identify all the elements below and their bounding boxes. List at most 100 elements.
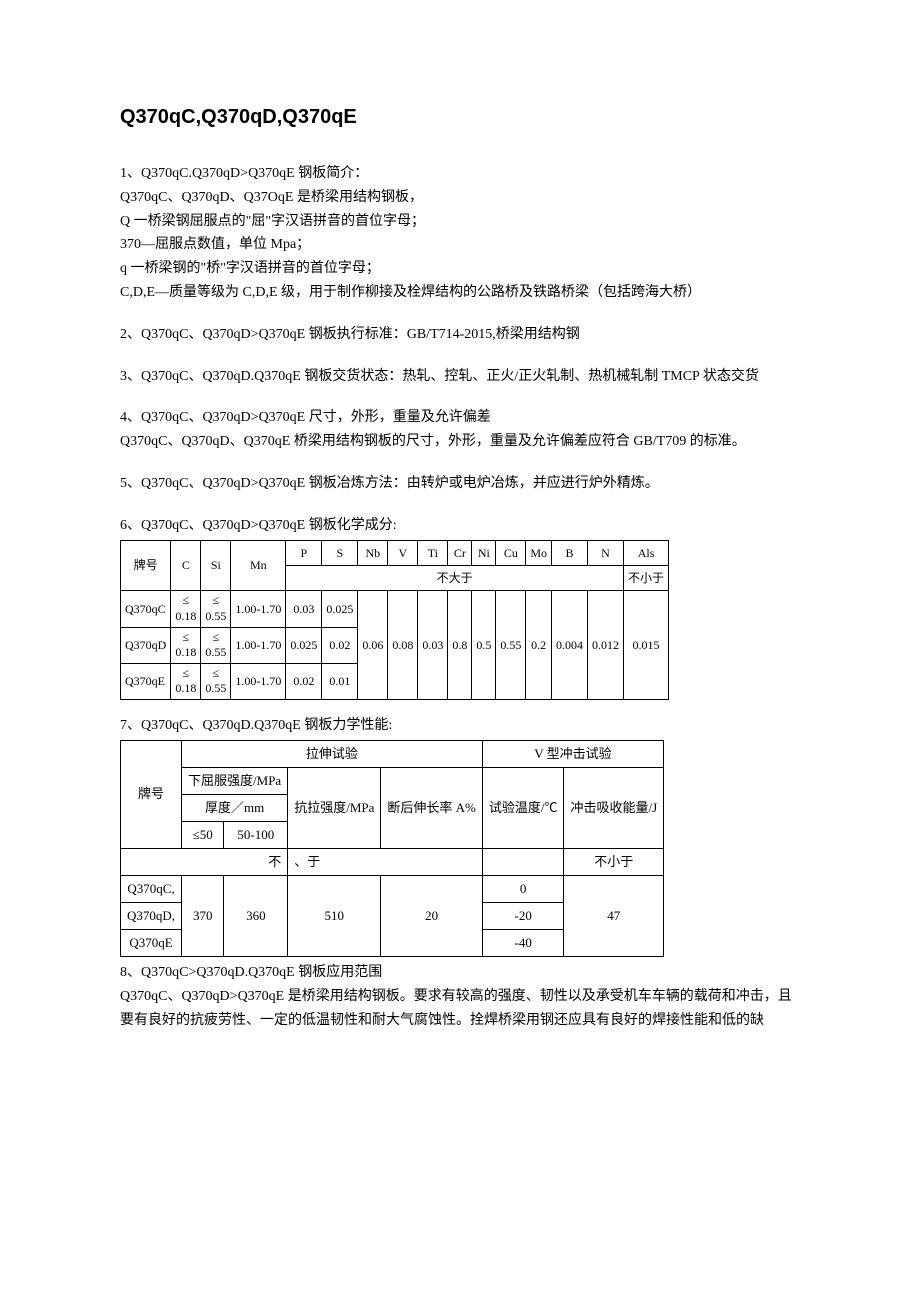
chem-mn-0: 1.00-1.70	[231, 591, 286, 627]
chem-b: 0.004	[552, 591, 588, 700]
mech-grade-3: Q370qE	[121, 930, 182, 957]
chem-si-top-2: ≤	[213, 666, 220, 680]
section-5: 5、Q370qC、Q370qD>Q370qE 钢板冶炼方法：由转炉或电炉冶炼，并…	[120, 472, 800, 496]
chem-cu: 0.55	[496, 591, 526, 700]
mech-header-temp: 试验温度/℃	[482, 767, 564, 848]
page-title: Q370qC,Q370qD,Q370qE	[120, 100, 800, 134]
chem-v: 0.08	[388, 591, 418, 700]
chem-si-bot-2: 0.55	[205, 681, 226, 695]
mech-en: 47	[564, 876, 664, 957]
chem-header-c: C	[171, 540, 201, 591]
mech-header-50-100: 50-100	[224, 821, 288, 848]
chem-header-cr: Cr	[448, 540, 472, 565]
mech-not-l: 不	[121, 849, 288, 876]
chem-grade-0: Q370qC	[121, 591, 171, 627]
mech-header-energy: 冲击吸收能量/J	[564, 767, 664, 848]
chem-not-less: 不小于	[624, 565, 669, 590]
chem-s-0: 0.025	[322, 591, 358, 627]
chem-s-1: 0.02	[322, 627, 358, 663]
chem-si-2: ≤0.55	[201, 663, 231, 699]
section-4-line-1: Q370qC、Q370qD、Q370qE 桥梁用结构钢板的尺寸，外形，重量及允许…	[120, 430, 800, 454]
chem-c-top-1: ≤	[183, 630, 190, 644]
section-1-line-5: C,D,E—质量等级为 C,D,E 级，用于制作柳接及栓焊结构的公路桥及铁路桥梁…	[120, 281, 800, 305]
section-7-head: 7、Q370qC、Q370qD.Q370qE 钢板力学性能:	[120, 714, 800, 738]
mech-header-le50: ≤50	[182, 821, 224, 848]
mech-header-tensile: 拉伸试验	[182, 740, 483, 767]
mechanical-properties-table: 牌号 拉伸试验 V 型冲击试验 下屈服强度/MPa 抗拉强度/MPa 断后伸长率…	[120, 740, 664, 958]
section-4: 4、Q370qC、Q370qD>Q370qE 尺寸，外形，重量及允许偏差 Q37…	[120, 406, 800, 454]
chem-mn-1: 1.00-1.70	[231, 627, 286, 663]
section-1-line-3: 370—屈服点数值，单位 Mpa；	[120, 233, 800, 257]
chem-mn-2: 1.00-1.70	[231, 663, 286, 699]
chem-header-mo: Mo	[526, 540, 552, 565]
chem-c-1: ≤0.18	[171, 627, 201, 663]
chem-header-ti: Ti	[418, 540, 448, 565]
chem-header-cu: Cu	[496, 540, 526, 565]
mech-not-less: 不小于	[564, 849, 664, 876]
section-8-line-1: Q370qC、Q370qD>Q370qE 是桥梁用结构钢板。要求有较高的强度、韧…	[120, 985, 800, 1033]
chemical-composition-table: 牌号 C Si Mn P S Nb V Ti Cr Ni Cu Mo B N A…	[120, 540, 669, 700]
section-2: 2、Q370qC、Q370qD>Q370qE 钢板执行标准：GB/T714-20…	[120, 323, 800, 347]
chem-header-n: N	[588, 540, 624, 565]
mech-el: 20	[381, 876, 482, 957]
chem-header-ni: Ni	[472, 540, 496, 565]
chem-c-top-2: ≤	[183, 666, 190, 680]
section-6-head: 6、Q370qC、Q370qD>Q370qE 钢板化学成分:	[120, 514, 800, 538]
mech-header-thickness: 厚度／mm	[182, 794, 288, 821]
mech-header-elongation: 断后伸长率 A%	[381, 767, 482, 848]
chem-si-bot-0: 0.55	[205, 609, 226, 623]
chem-mo: 0.2	[526, 591, 552, 700]
chem-si-bot-1: 0.55	[205, 645, 226, 659]
chem-grade-2: Q370qE	[121, 663, 171, 699]
chem-header-als: Als	[624, 540, 669, 565]
chem-c-bot-1: 0.18	[175, 645, 196, 659]
chem-als: 0.015	[624, 591, 669, 700]
mech-t1: 0	[482, 876, 564, 903]
chem-header-s: S	[322, 540, 358, 565]
mech-header-grade: 牌号	[121, 740, 182, 848]
chem-si-1: ≤0.55	[201, 627, 231, 663]
chem-ti: 0.03	[418, 591, 448, 700]
chem-n: 0.012	[588, 591, 624, 700]
section-4-head: 4、Q370qC、Q370qD>Q370qE 尺寸，外形，重量及允许偏差	[120, 406, 800, 430]
chem-nb: 0.06	[358, 591, 388, 700]
chem-c-0: ≤0.18	[171, 591, 201, 627]
section-1-line-4: q 一桥梁钢的"桥"字汉语拼音的首位字母；	[120, 257, 800, 281]
mech-empty	[482, 849, 564, 876]
chem-cr: 0.8	[448, 591, 472, 700]
chem-si-0: ≤0.55	[201, 591, 231, 627]
chem-c-2: ≤0.18	[171, 663, 201, 699]
chem-header-grade: 牌号	[121, 540, 171, 591]
mech-y1: 370	[182, 876, 224, 957]
section-1: 1、Q370qC.Q370qD>Q370qE 钢板简介： Q370qC、Q370…	[120, 162, 800, 305]
chem-p-1: 0.025	[286, 627, 322, 663]
mech-ts: 510	[288, 876, 381, 957]
section-8: 8、Q370qC>Q370qD.Q370qE 钢板应用范围 Q370qC、Q37…	[120, 961, 800, 1032]
chem-not-more: 不大于	[286, 565, 624, 590]
mech-grade-2: Q370qD,	[121, 903, 182, 930]
chem-header-b: B	[552, 540, 588, 565]
mech-grade-1: Q370qC,	[121, 876, 182, 903]
chem-c-bot-0: 0.18	[175, 609, 196, 623]
chem-header-v: V	[388, 540, 418, 565]
chem-row-q370qc: Q370qC ≤0.18 ≤0.55 1.00-1.70 0.03 0.025 …	[121, 591, 669, 627]
mech-t3: -40	[482, 930, 564, 957]
chem-header-mn: Mn	[231, 540, 286, 591]
chem-ni: 0.5	[472, 591, 496, 700]
mech-header-tensile-strength: 抗拉强度/MPa	[288, 767, 381, 848]
section-8-head: 8、Q370qC>Q370qD.Q370qE 钢板应用范围	[120, 961, 800, 985]
chem-p-0: 0.03	[286, 591, 322, 627]
chem-c-bot-2: 0.18	[175, 681, 196, 695]
section-1-line-1: Q370qC、Q370qD、Q37OqE 是桥梁用结构钢板，	[120, 186, 800, 210]
chem-p-2: 0.02	[286, 663, 322, 699]
chem-c-top-0: ≤	[183, 593, 190, 607]
chem-header-p: P	[286, 540, 322, 565]
mech-t2: -20	[482, 903, 564, 930]
chem-grade-1: Q370qD	[121, 627, 171, 663]
section-1-head: 1、Q370qC.Q370qD>Q370qE 钢板简介：	[120, 162, 800, 186]
chem-header-nb: Nb	[358, 540, 388, 565]
mech-not-r: 、于	[288, 849, 483, 876]
mech-header-yield: 下屈服强度/MPa	[182, 767, 288, 794]
mech-y2: 360	[224, 876, 288, 957]
section-3: 3、Q370qC、Q370qD.Q370qE 钢板交货状态：热轧、控轧、正火/正…	[120, 365, 800, 389]
